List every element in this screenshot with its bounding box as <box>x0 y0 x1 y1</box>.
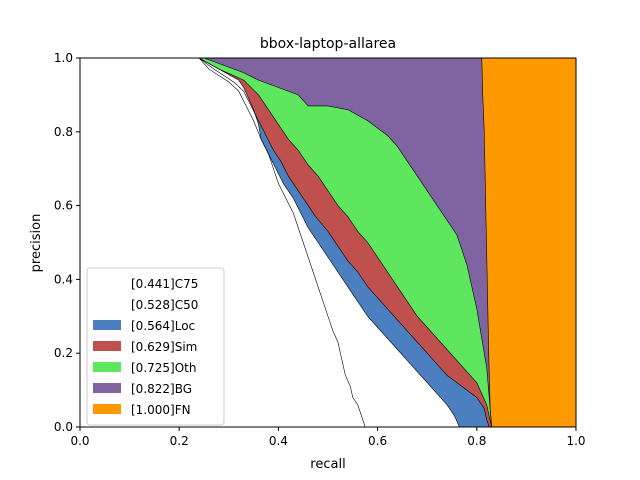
legend-label-bg: [0.822]BG <box>131 382 192 396</box>
legend-swatch-bg <box>93 383 121 393</box>
legend: [0.441]C75 [0.528]C50 [0.564]Loc [0.629]Sim… <box>86 267 225 426</box>
x-axis-label: recall <box>310 457 345 472</box>
curve-loc <box>80 57 490 428</box>
curve-c75 <box>80 57 366 428</box>
y-axis-ticks: 0.0 0.2 0.4 0.6 0.8 1.0 <box>54 51 80 434</box>
x-tick-label: 1.0 <box>566 434 585 448</box>
x-tick-label: 0.8 <box>467 434 486 448</box>
legend-swatch-c50 <box>93 299 121 309</box>
curve-oth <box>80 57 492 428</box>
legend-swatch-oth <box>93 362 121 372</box>
legend-swatch-c75 <box>93 278 121 288</box>
plot-frame <box>79 57 577 428</box>
y-tick-label: 0.6 <box>54 199 73 213</box>
x-axis-ticks: 0.0 0.2 0.4 0.6 0.8 1.0 <box>70 427 586 448</box>
legend-label-c75: [0.441]C75 <box>131 277 198 291</box>
legend-label-loc: [0.564]Loc <box>131 319 195 333</box>
legend-swatch-fn <box>93 404 121 414</box>
y-tick-label: 0.2 <box>54 346 73 360</box>
y-tick-label: 0.8 <box>54 125 73 139</box>
legend-swatch-loc <box>93 320 121 330</box>
x-tick-label: 0.2 <box>170 434 189 448</box>
curve-sim <box>80 57 492 428</box>
legend-label-fn: [1.000]FN <box>131 403 191 417</box>
y-tick-label: 0.0 <box>54 420 73 434</box>
y-axis-label: precision <box>29 214 44 273</box>
y-tick-label: 0.4 <box>54 272 73 286</box>
curve-bg <box>80 57 492 428</box>
legend-box <box>86 267 225 426</box>
x-tick-label: 0.6 <box>368 434 387 448</box>
legend-label-c50: [0.528]C50 <box>131 298 198 312</box>
x-tick-label: 0.4 <box>269 434 288 448</box>
legend-label-oth: [0.725]Oth <box>131 361 196 375</box>
chart-title: bbox-laptop-allarea <box>260 36 396 52</box>
y-tick-label: 1.0 <box>54 51 73 65</box>
x-tick-label: 0.0 <box>70 434 89 448</box>
curve-c50 <box>80 57 460 428</box>
legend-swatch-sim <box>93 341 121 351</box>
legend-label-sim: [0.629]Sim <box>131 340 197 354</box>
